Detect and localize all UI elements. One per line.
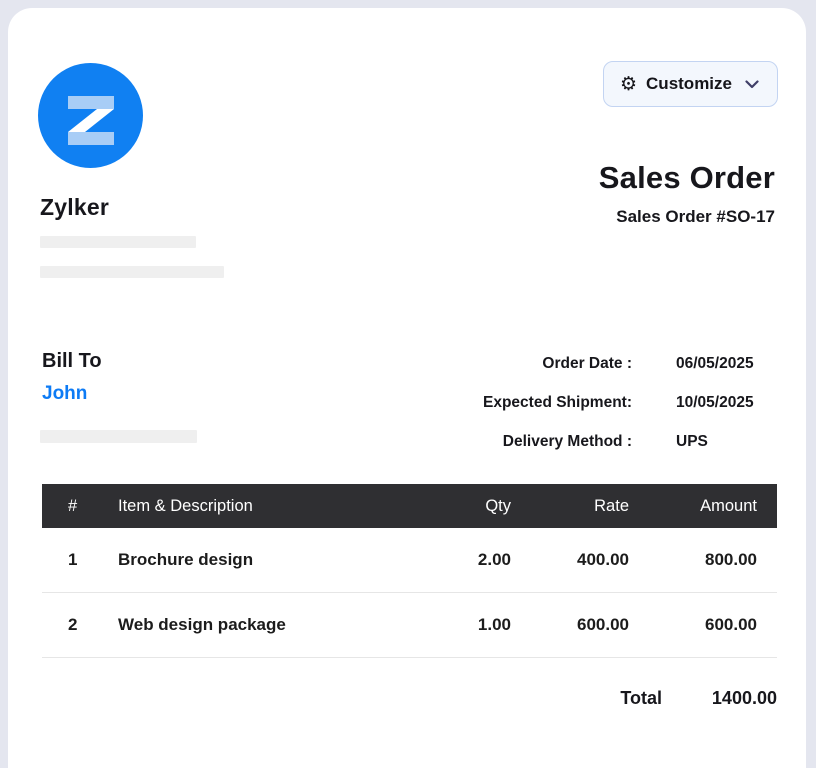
col-header-amount: Amount <box>700 496 757 515</box>
order-meta: Order Date : 06/05/2025 Expected Shipmen… <box>483 355 776 472</box>
row-qty: 1.00 <box>477 615 511 634</box>
expected-shipment-row: Expected Shipment: 10/05/2025 <box>483 394 776 412</box>
row-rate: 400.00 <box>577 550 629 569</box>
customer-address-placeholder-line <box>40 430 197 443</box>
customize-button[interactable]: ⚙ Customize <box>602 61 778 107</box>
document-title: Sales Order <box>598 160 775 195</box>
order-date-label: Order Date : <box>542 355 632 372</box>
row-amount: 600.00 <box>705 615 757 634</box>
document-number: Sales Order #SO-17 <box>616 207 775 226</box>
delivery-method-label: Delivery Method : <box>502 433 632 450</box>
row-item-description: Brochure design <box>118 550 254 569</box>
total-value: 1400.00 <box>711 688 777 708</box>
bill-to-label: Bill To <box>42 350 102 372</box>
expected-shipment-value: 10/05/2025 <box>676 394 754 411</box>
line-items-table: # Item & Description Qty Rate Amount 1 B… <box>42 484 777 658</box>
table-header-row: # Item & Description Qty Rate Amount <box>42 484 777 528</box>
company-name: Zylker <box>40 194 109 220</box>
row-rate: 600.00 <box>577 615 629 634</box>
gear-icon: ⚙ <box>619 73 638 95</box>
document-card: ⚙ Customize Zylker Sales Order Sales Ord… <box>8 8 806 768</box>
col-header-item: Item & Description <box>118 496 253 515</box>
table-row: 2 Web design package 1.00 600.00 600.00 <box>42 593 777 658</box>
chevron-down-icon <box>745 79 759 89</box>
customize-button-label: Customize <box>646 74 732 93</box>
customer-link[interactable]: John <box>42 383 88 404</box>
table-row: 1 Brochure design 2.00 400.00 800.00 <box>42 528 777 593</box>
row-qty: 2.00 <box>477 550 511 569</box>
order-date-value: 06/05/2025 <box>676 355 754 372</box>
order-date-row: Order Date : 06/05/2025 <box>483 355 776 373</box>
total-label: Total <box>620 688 662 708</box>
delivery-method-value: UPS <box>676 433 708 450</box>
col-header-rate: Rate <box>594 496 629 515</box>
company-logo <box>38 63 143 168</box>
col-header-qty: Qty <box>485 496 511 515</box>
expected-shipment-label: Expected Shipment: <box>483 394 632 411</box>
row-number: 1 <box>68 550 78 569</box>
row-item-description: Web design package <box>118 615 286 634</box>
row-number: 2 <box>68 615 78 634</box>
address-placeholder-line <box>40 266 224 278</box>
total-row: Total 1400.00 <box>620 688 777 709</box>
delivery-method-row: Delivery Method : UPS <box>483 433 776 451</box>
col-header-number: # <box>68 496 78 515</box>
row-amount: 800.00 <box>705 550 757 569</box>
address-placeholder-line <box>40 236 196 248</box>
